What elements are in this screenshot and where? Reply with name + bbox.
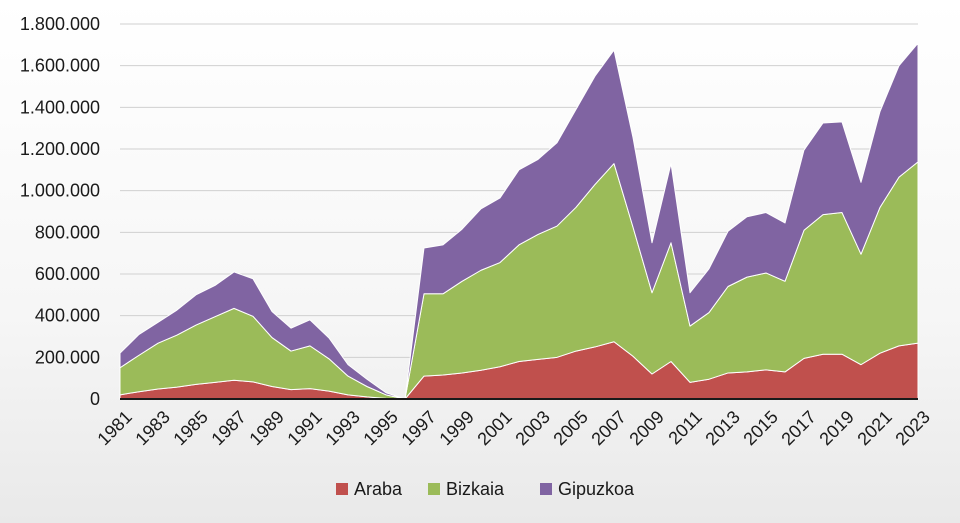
- y-tick-label: 200.000: [35, 347, 100, 367]
- x-tick-label: 1997: [397, 407, 439, 449]
- legend-label: Gipuzkoa: [558, 479, 635, 499]
- y-tick-label: 1.400.000: [20, 97, 100, 117]
- x-tick-label: 1981: [93, 407, 135, 449]
- y-tick-label: 1.200.000: [20, 139, 100, 159]
- x-tick-label: 2017: [777, 407, 819, 449]
- x-tick-label: 1989: [245, 407, 287, 449]
- legend-swatch: [540, 483, 552, 495]
- y-tick-label: 1.800.000: [20, 14, 100, 34]
- x-tick-label: 2013: [701, 407, 743, 449]
- y-tick-label: 0: [90, 389, 100, 409]
- x-tick-label: 1991: [283, 407, 325, 449]
- x-axis-tick-labels: 1981198319851987198919911993199519971999…: [93, 407, 933, 449]
- x-tick-label: 2011: [664, 407, 706, 449]
- y-tick-label: 800.000: [35, 222, 100, 242]
- legend-item-gipuzkoa: Gipuzkoa: [540, 479, 635, 499]
- legend-item-bizkaia: Bizkaia: [428, 479, 505, 499]
- legend: Araba Bizkaia Gipuzkoa: [336, 479, 635, 499]
- y-tick-label: 600.000: [35, 264, 100, 284]
- x-tick-label: 2015: [739, 407, 781, 449]
- x-tick-label: 2005: [549, 407, 591, 449]
- x-tick-label: 2001: [473, 407, 515, 449]
- x-tick-label: 1993: [321, 407, 363, 449]
- x-tick-label: 2023: [891, 407, 933, 449]
- x-tick-label: 2009: [625, 407, 667, 449]
- x-tick-label: 2021: [853, 407, 895, 449]
- y-tick-label: 1.600.000: [20, 56, 100, 76]
- x-tick-label: 1983: [131, 407, 173, 449]
- x-tick-label: 2003: [511, 407, 553, 449]
- x-tick-label: 1985: [169, 407, 211, 449]
- legend-swatch: [428, 483, 440, 495]
- y-tick-label: 400.000: [35, 306, 100, 326]
- legend-item-araba: Araba: [336, 479, 403, 499]
- area-gipuzkoa: [119, 42, 919, 400]
- legend-swatch: [336, 483, 348, 495]
- x-tick-label: 1995: [359, 407, 401, 449]
- x-tick-label: 1999: [435, 407, 477, 449]
- legend-label: Araba: [354, 479, 403, 499]
- x-tick-label: 1987: [207, 407, 249, 449]
- x-tick-label: 2007: [587, 407, 629, 449]
- y-tick-label: 1.000.000: [20, 181, 100, 201]
- x-tick-label: 2019: [815, 407, 857, 449]
- area-series: [119, 42, 919, 400]
- legend-label: Bizkaia: [446, 479, 505, 499]
- y-axis-tick-labels: 0 200.000 400.000 600.000 800.000 1.000.000 1.…: [20, 14, 100, 409]
